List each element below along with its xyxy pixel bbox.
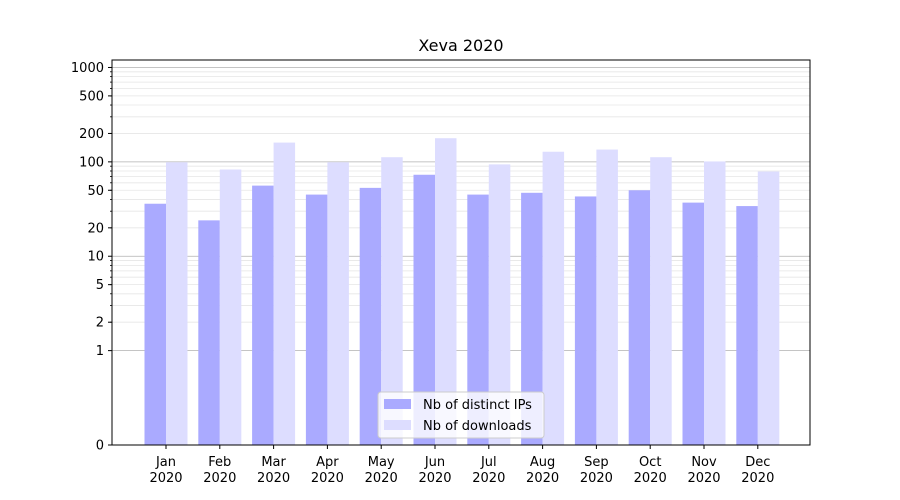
bar-downloads-aug	[542, 151, 565, 446]
x-tick-label-month: Oct	[639, 455, 661, 470]
bars	[144, 138, 780, 446]
x-tick-label-month: Jun	[424, 455, 445, 470]
legend-label: Nb of distinct IPs	[423, 398, 532, 413]
x-tick-label-year: 2020	[149, 471, 182, 486]
y-tick-label: 500	[79, 89, 104, 104]
bar-distinct-ips-jul	[467, 194, 489, 445]
x-tick-label-year: 2020	[418, 471, 451, 486]
x-tick-label-year: 2020	[365, 471, 398, 486]
y-tick-label: 50	[87, 184, 104, 199]
bar-distinct-ips-nov	[682, 202, 704, 445]
bar-distinct-ips-mar	[252, 185, 274, 445]
bar-distinct-ips-may	[359, 187, 382, 446]
bar-downloads-dec	[757, 171, 780, 445]
x-tick-label-year: 2020	[634, 471, 667, 486]
bar-downloads-apr	[327, 162, 349, 445]
y-tick-label: 20	[87, 221, 104, 236]
x-tick-label-year: 2020	[311, 471, 344, 486]
legend-box	[377, 391, 545, 439]
bar-downloads-feb	[219, 169, 242, 445]
bar-distinct-ips-jan	[144, 203, 166, 445]
y-tick-label: 200	[79, 127, 104, 142]
bar-distinct-ips-apr	[305, 194, 328, 445]
bar-distinct-ips-oct	[628, 190, 651, 445]
y-tick-label: 0	[96, 439, 104, 454]
x-tick-label-year: 2020	[257, 471, 290, 486]
bar-downloads-mar	[273, 142, 296, 445]
legend: Nb of distinct IPs Nb of downloads	[377, 391, 545, 439]
y-tick-label: 100	[79, 155, 104, 170]
bar-downloads-sep	[596, 149, 618, 445]
x-tick-label-month: Aug	[530, 455, 555, 470]
x-tick-label-month: Nov	[691, 455, 717, 470]
x-tick-label-month: Jan	[155, 455, 176, 470]
bar-downloads-may	[381, 157, 403, 446]
x-tick-label-month: Jul	[480, 455, 497, 470]
bar-distinct-ips-feb	[198, 220, 220, 445]
x-tick-label-month: Apr	[316, 455, 339, 470]
legend-label: Nb of downloads	[423, 419, 532, 434]
x-tick-label-year: 2020	[580, 471, 613, 486]
x-tick-label-year: 2020	[687, 471, 720, 486]
bar-distinct-ips-sep	[574, 196, 597, 445]
bar-downloads-jun	[435, 138, 457, 445]
x-tick-label-month: Sep	[584, 455, 609, 470]
plot-frame	[111, 59, 811, 446]
x-tick-label-year: 2020	[472, 471, 505, 486]
bar-downloads-jul	[488, 164, 511, 446]
x-tick-label-year: 2020	[741, 471, 774, 486]
x-tick-label-month: Mar	[261, 455, 286, 470]
x-tick-label-year: 2020	[203, 471, 236, 486]
bar-distinct-ips-jun	[413, 174, 435, 445]
y-tick-label: 1	[96, 344, 104, 359]
x-tick-label-month: Feb	[208, 455, 231, 470]
y-tick-label: 5	[96, 278, 104, 293]
x-axis: Jan2020Feb2020Mar2020Apr2020May2020Jun20…	[149, 445, 774, 486]
y-tick-label: 2	[96, 316, 104, 331]
legend-swatch	[384, 399, 411, 409]
bar-downloads-oct	[650, 157, 672, 446]
y-tick-label: 1000	[71, 61, 104, 76]
legend-swatch	[384, 420, 411, 430]
bar-distinct-ips-dec	[736, 206, 758, 445]
y-tick-label: 10	[87, 250, 104, 265]
x-tick-label-year: 2020	[526, 471, 559, 486]
x-tick-label-month: May	[368, 455, 395, 470]
bar-downloads-jan	[166, 162, 188, 445]
chart-title: Xeva 2020	[418, 36, 503, 55]
y-axis: 0 1 2 5 10 20 50 100 200 500 1000	[71, 61, 112, 454]
x-tick-label-month: Dec	[745, 455, 770, 470]
bar-downloads-nov	[704, 161, 726, 445]
bar-distinct-ips-aug	[521, 192, 543, 445]
